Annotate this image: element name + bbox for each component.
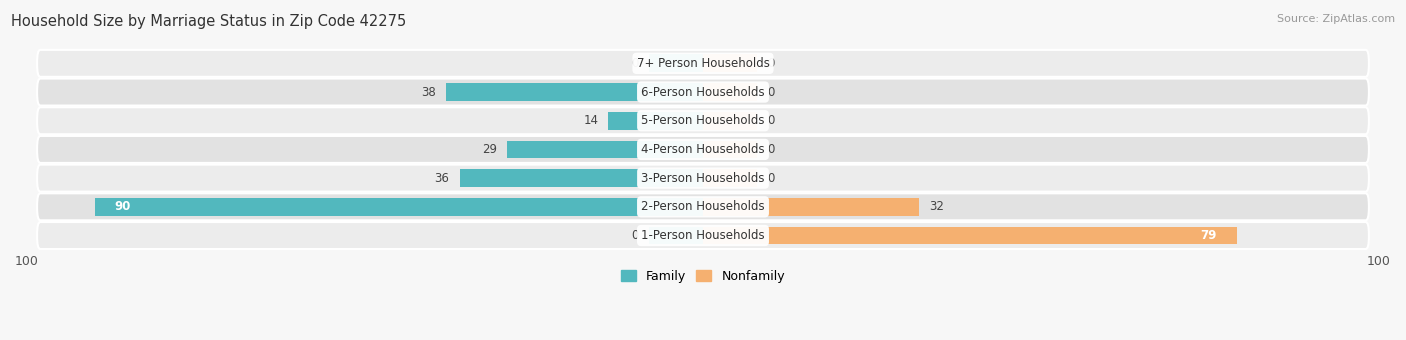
Text: 7+ Person Households: 7+ Person Households xyxy=(637,57,769,70)
Bar xyxy=(703,140,756,158)
Text: 90: 90 xyxy=(115,200,131,213)
Text: Source: ZipAtlas.com: Source: ZipAtlas.com xyxy=(1277,14,1395,23)
Text: 32: 32 xyxy=(929,200,945,213)
Bar xyxy=(703,83,756,101)
Bar xyxy=(609,112,703,130)
Text: 0: 0 xyxy=(768,57,775,70)
Text: 0: 0 xyxy=(768,143,775,156)
Text: 0: 0 xyxy=(768,86,775,99)
FancyBboxPatch shape xyxy=(37,193,1369,220)
Bar xyxy=(446,83,703,101)
Text: 4-Person Households: 4-Person Households xyxy=(641,143,765,156)
Text: 0: 0 xyxy=(631,229,638,242)
Bar xyxy=(650,54,703,72)
FancyBboxPatch shape xyxy=(37,136,1369,163)
Bar xyxy=(703,54,756,72)
Text: Household Size by Marriage Status in Zip Code 42275: Household Size by Marriage Status in Zip… xyxy=(11,14,406,29)
Text: 1-Person Households: 1-Person Households xyxy=(641,229,765,242)
FancyBboxPatch shape xyxy=(37,107,1369,134)
Bar xyxy=(94,198,703,216)
Text: 36: 36 xyxy=(434,172,450,185)
Bar xyxy=(703,112,756,130)
Legend: Family, Nonfamily: Family, Nonfamily xyxy=(616,265,790,288)
Text: 79: 79 xyxy=(1201,229,1216,242)
Bar xyxy=(703,169,756,187)
FancyBboxPatch shape xyxy=(37,222,1369,249)
Text: 5-Person Households: 5-Person Households xyxy=(641,114,765,127)
Bar xyxy=(650,227,703,244)
Text: 2-Person Households: 2-Person Households xyxy=(641,200,765,213)
Text: 38: 38 xyxy=(422,86,436,99)
FancyBboxPatch shape xyxy=(37,165,1369,192)
Text: 3-Person Households: 3-Person Households xyxy=(641,172,765,185)
Text: 14: 14 xyxy=(583,114,598,127)
Text: 0: 0 xyxy=(768,172,775,185)
Text: 29: 29 xyxy=(482,143,496,156)
Bar xyxy=(703,198,920,216)
Bar xyxy=(460,169,703,187)
Text: 6-Person Households: 6-Person Households xyxy=(641,86,765,99)
Bar xyxy=(508,140,703,158)
FancyBboxPatch shape xyxy=(37,79,1369,105)
Text: 0: 0 xyxy=(768,114,775,127)
Text: 0: 0 xyxy=(631,57,638,70)
FancyBboxPatch shape xyxy=(37,50,1369,77)
Bar xyxy=(703,227,1237,244)
